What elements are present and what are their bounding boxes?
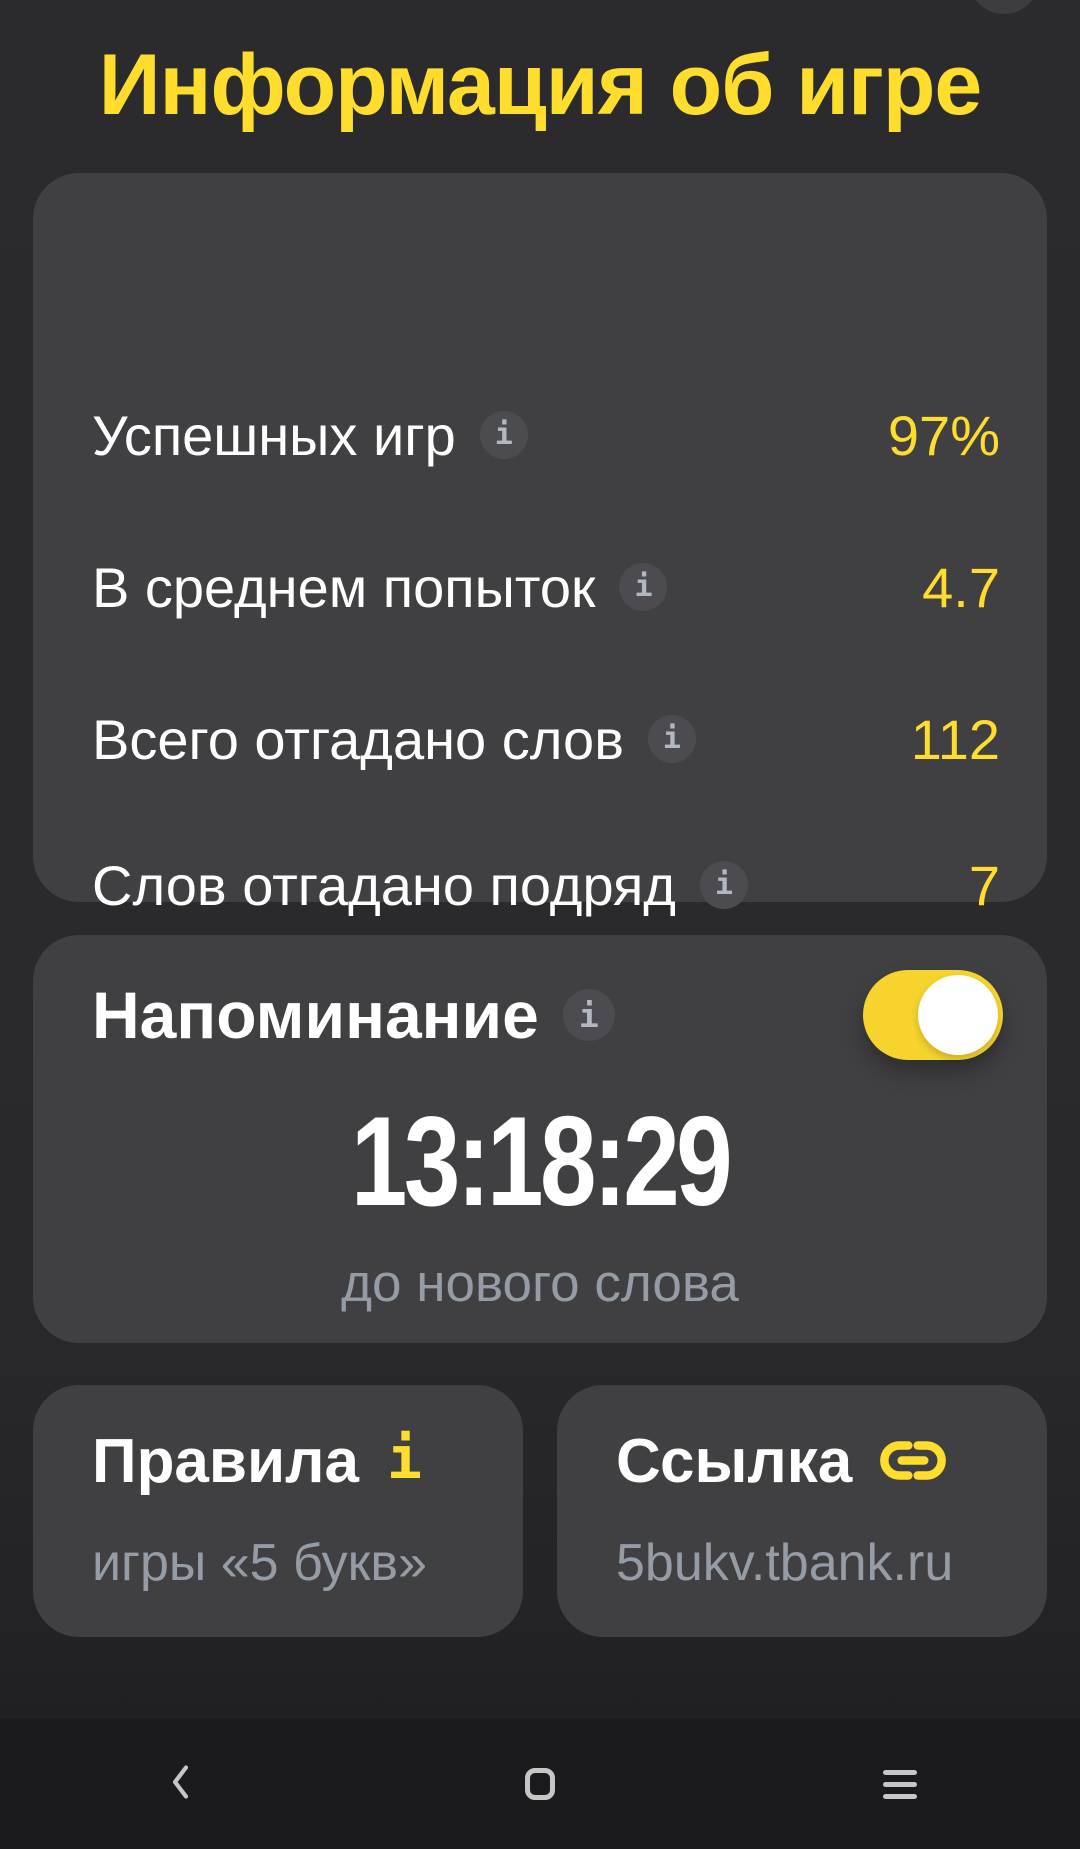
link-title-row: Ссылка: [616, 1425, 1011, 1497]
reminder-card: Напоминание i 13:18:29 до нового слова: [33, 935, 1047, 1343]
stat-label: Всего отгадано слов: [92, 707, 624, 771]
stat-row-total-words: Всего отгадано слов i 112: [92, 697, 1000, 781]
nav-back-button[interactable]: [0, 1719, 360, 1849]
link-card[interactable]: Ссылка 5bukv.tbank.ru: [557, 1385, 1047, 1637]
info-icon[interactable]: i: [562, 989, 615, 1041]
stat-label: Слов отгадано подряд: [92, 853, 676, 917]
stat-row-average-attempts: В среднем попыток i 4.7: [92, 545, 1000, 629]
link-title: Ссылка: [616, 1426, 853, 1496]
hamburger-menu-icon: [883, 1769, 917, 1799]
stat-row-streak: Слов отгадано подряд i 7: [92, 843, 1000, 927]
reminder-title: Напоминание: [92, 978, 539, 1052]
link-subtitle: 5bukv.tbank.ru: [616, 1534, 954, 1592]
nav-menu-button[interactable]: [720, 1719, 1080, 1849]
stat-row-success-games: Успешных игр i 97%: [92, 393, 1000, 477]
stats-card: Успешных игр i 97% В среднем попыток i 4…: [33, 173, 1047, 1025]
stat-label: В среднем попыток: [92, 555, 596, 619]
rules-title-row: Правила i: [92, 1425, 487, 1497]
nav-home-button[interactable]: [360, 1719, 720, 1849]
info-icon[interactable]: i: [479, 411, 528, 459]
info-i-icon: i: [387, 1424, 422, 1492]
toggle-knob: [918, 975, 998, 1055]
page-title: Информация об игре: [98, 37, 983, 133]
stat-label: Успешных игр: [92, 403, 456, 467]
reminder-toggle[interactable]: [863, 970, 1003, 1060]
timer-caption: до нового слова: [341, 1254, 739, 1313]
info-icon[interactable]: i: [647, 715, 696, 763]
rules-title: Правила: [92, 1426, 360, 1496]
rules-card[interactable]: Правила i игры «5 букв»: [33, 1385, 523, 1637]
chevron-left-icon: [169, 1764, 192, 1805]
rules-subtitle: игры «5 букв»: [92, 1534, 427, 1592]
stat-value: 4.7: [922, 555, 1000, 619]
link-icon: [880, 1437, 947, 1489]
partial-circle-button[interactable]: [968, 0, 1040, 14]
reminder-header: Напоминание i: [92, 965, 1003, 1065]
info-icon[interactable]: i: [619, 563, 668, 611]
stat-value: 7: [968, 853, 1000, 917]
info-icon[interactable]: i: [699, 861, 748, 909]
stat-value: 97%: [887, 403, 1000, 467]
android-navbar: [0, 1719, 1080, 1849]
countdown-timer: 13:18:29: [350, 1090, 733, 1232]
stat-value: 112: [910, 707, 1000, 771]
home-square-icon: [525, 1768, 555, 1800]
